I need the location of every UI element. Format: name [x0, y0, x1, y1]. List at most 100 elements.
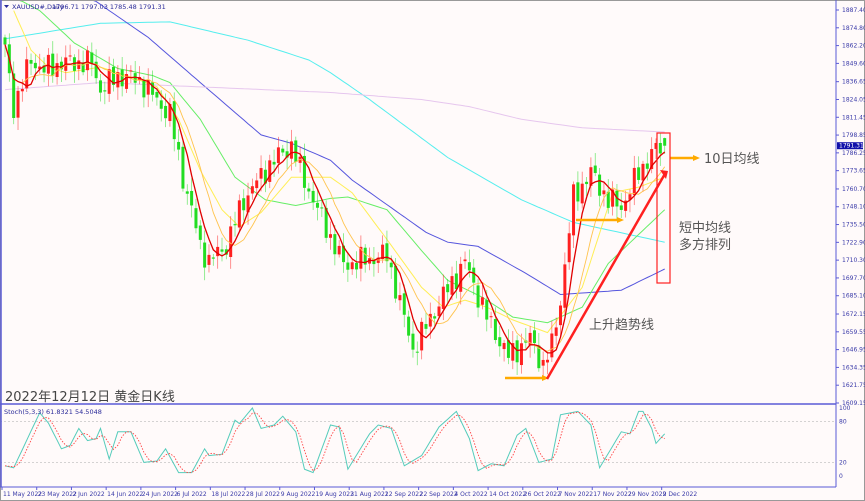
candle — [363, 244, 367, 273]
candle-body — [159, 100, 163, 109]
price-tick-label: 1760.70 — [842, 186, 865, 193]
time-tick-label: 14 Oct 2022 — [489, 491, 526, 498]
candle — [59, 56, 63, 82]
ma5-line — [4, 44, 666, 354]
candle — [541, 351, 545, 377]
candle-body — [20, 88, 24, 92]
candle-body — [606, 191, 610, 208]
candle — [624, 190, 628, 218]
price-tick-label: 1685.10 — [842, 293, 865, 300]
candle — [276, 136, 280, 174]
candle — [446, 278, 450, 305]
candle — [320, 200, 324, 218]
candle-body — [663, 138, 667, 146]
candle — [528, 326, 532, 358]
candle-body — [94, 61, 98, 79]
candle-body — [493, 319, 497, 341]
uptrend-line — [545, 171, 668, 380]
candle-body — [550, 333, 554, 358]
candle — [168, 97, 172, 127]
price-tick-label: 1862.20 — [842, 43, 865, 50]
time-tick-label: 26 Oct 2022 — [524, 491, 561, 498]
candle-body — [142, 79, 146, 98]
price-tick-label: 1824.05 — [842, 96, 865, 103]
candle — [654, 138, 658, 159]
candle-body — [350, 262, 354, 270]
candle — [177, 129, 181, 161]
candle — [194, 198, 198, 234]
candle — [381, 235, 385, 264]
candle-body — [311, 190, 315, 203]
candle-body — [359, 246, 363, 269]
candle-body — [658, 142, 662, 154]
candle — [25, 46, 29, 92]
stoch-d-line — [4, 411, 665, 474]
candle — [372, 247, 376, 277]
price-tick-label: 1773.65 — [842, 168, 865, 175]
candle-body — [402, 293, 406, 315]
candle-body — [68, 55, 72, 57]
chart-menu-triangle-icon[interactable] — [4, 5, 9, 8]
candle-body — [276, 147, 280, 164]
ohlc-readout: 1796.71 1797.03 1785.48 1791.31 — [52, 3, 166, 11]
candle-body — [33, 62, 37, 69]
candle-body — [98, 80, 102, 93]
candle-body — [146, 79, 150, 95]
candle — [515, 335, 519, 375]
candle-body — [151, 82, 155, 95]
price-tick-label: 1672.15 — [842, 311, 865, 318]
candle — [576, 171, 580, 211]
candle-body — [454, 273, 458, 290]
candle-body — [398, 295, 402, 301]
candle — [658, 133, 662, 166]
candle — [454, 260, 458, 299]
candle-body — [515, 340, 519, 363]
moving-average-line — [4, 21, 665, 243]
stoch-tick-label: 0 — [839, 473, 843, 480]
candle — [12, 61, 16, 125]
candle — [606, 179, 610, 214]
price-tick-label: 1710.30 — [842, 257, 865, 264]
support-arrow-mid — [576, 217, 624, 223]
candle-body — [372, 259, 376, 265]
candle — [532, 322, 536, 354]
price-tick-label: 1798.85 — [842, 132, 865, 139]
candle — [632, 155, 636, 206]
moving-average-line — [5, 0, 666, 324]
candle-body — [385, 243, 389, 262]
candle — [198, 220, 202, 250]
time-tick-label: 9 Dec 2022 — [663, 491, 698, 498]
candle-body — [116, 72, 120, 88]
time-tick-label: 22 Sep 2022 — [420, 491, 458, 498]
price-tick-label: 1849.60 — [842, 60, 865, 67]
candle — [359, 235, 363, 282]
time-tick-label: 14 Jun 2022 — [107, 491, 143, 498]
candle-body — [46, 54, 50, 74]
candle — [203, 230, 207, 281]
candle-body — [346, 262, 350, 270]
candle-body — [315, 202, 319, 208]
candle-body — [576, 182, 580, 202]
trendline-arrow-head-icon — [660, 170, 668, 179]
candle — [355, 251, 359, 279]
candle — [311, 181, 315, 211]
candle-body — [272, 161, 276, 165]
candle — [98, 74, 102, 102]
candle-body — [407, 316, 411, 336]
candle — [502, 339, 506, 362]
candle-body — [72, 57, 76, 71]
candle — [259, 155, 263, 192]
candle — [554, 317, 558, 346]
candle-body — [654, 142, 658, 149]
time-tick-label: 9 Aug 2022 — [281, 491, 316, 498]
price-tick-label: 1748.10 — [842, 204, 865, 211]
candle-body — [120, 69, 124, 87]
candle-body — [237, 200, 241, 228]
candle — [246, 182, 250, 225]
candle-body — [502, 342, 506, 350]
candle-body — [489, 316, 493, 318]
candle — [315, 190, 319, 221]
candle — [285, 139, 289, 169]
